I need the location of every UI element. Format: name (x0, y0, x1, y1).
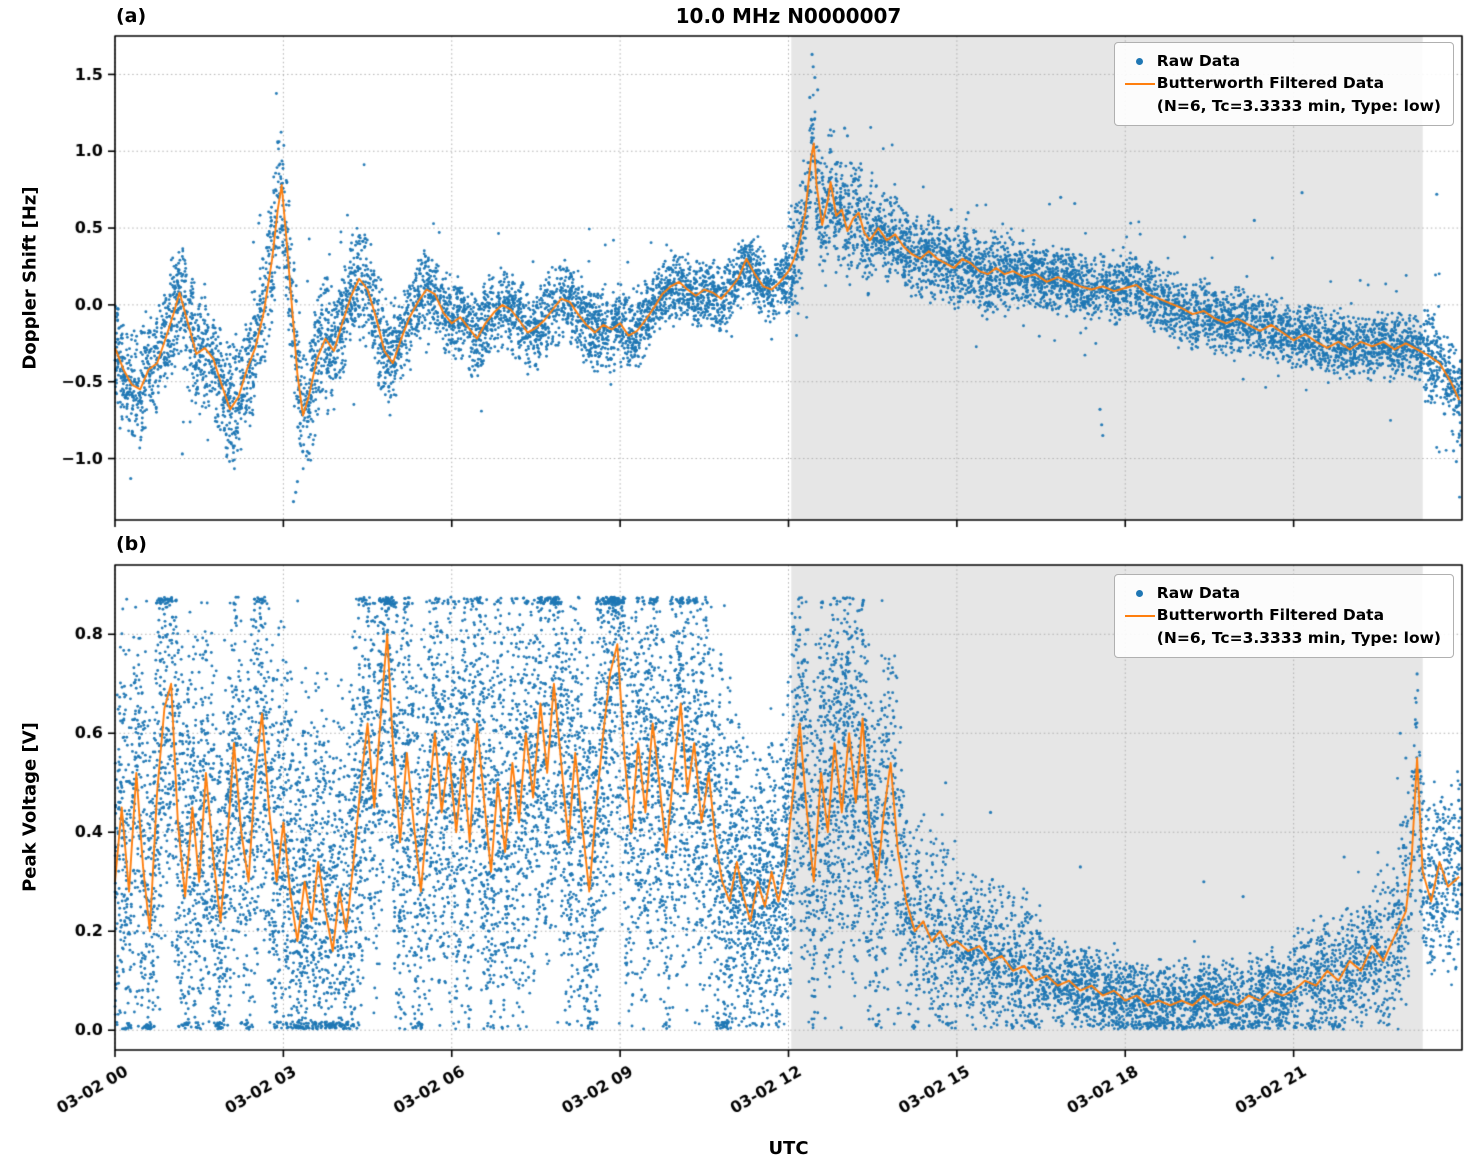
raw-data-marker-icon (1123, 57, 1157, 65)
legend-filtered-label: Butterworth Filtered Data (1156, 606, 1385, 625)
panel-a-legend: Raw Data Butterworth Filtered Data (N=6,… (1113, 42, 1454, 127)
filtered-line-marker-icon (1123, 82, 1157, 85)
panel-a-label: (a) (116, 5, 147, 27)
legend-raw-data-entry: Raw Data (1123, 50, 1441, 72)
filtered-line-marker-icon (1123, 614, 1157, 617)
legend-filtered-params: (N=6, Tc=3.3333 min, Type: low) (1156, 628, 1441, 647)
panel-b-label: (b) (116, 533, 147, 555)
legend-raw-data-label: Raw Data (1156, 584, 1241, 602)
legend-filtered-label: Butterworth Filtered Data (1156, 74, 1385, 93)
x-axis-label: UTC (768, 1138, 809, 1159)
panel-b-y-axis-label: Peak Voltage [V] (19, 722, 41, 892)
legend-raw-data-label: Raw Data (1156, 52, 1241, 70)
panel-b-legend: Raw Data Butterworth Filtered Data (N=6,… (1113, 574, 1454, 659)
legend-filtered-entry: Butterworth Filtered Data (1123, 604, 1441, 626)
figure-title: 10.0 MHz N0000007 (675, 4, 902, 28)
legend-raw-data-entry: Raw Data (1123, 582, 1441, 604)
legend-filtered-entry: Butterworth Filtered Data (1123, 72, 1441, 94)
raw-data-marker-icon (1123, 589, 1157, 597)
panel-a-y-axis-label: Doppler Shift [Hz] (19, 186, 41, 370)
legend-filtered-params: (N=6, Tc=3.3333 min, Type: low) (1156, 96, 1441, 115)
